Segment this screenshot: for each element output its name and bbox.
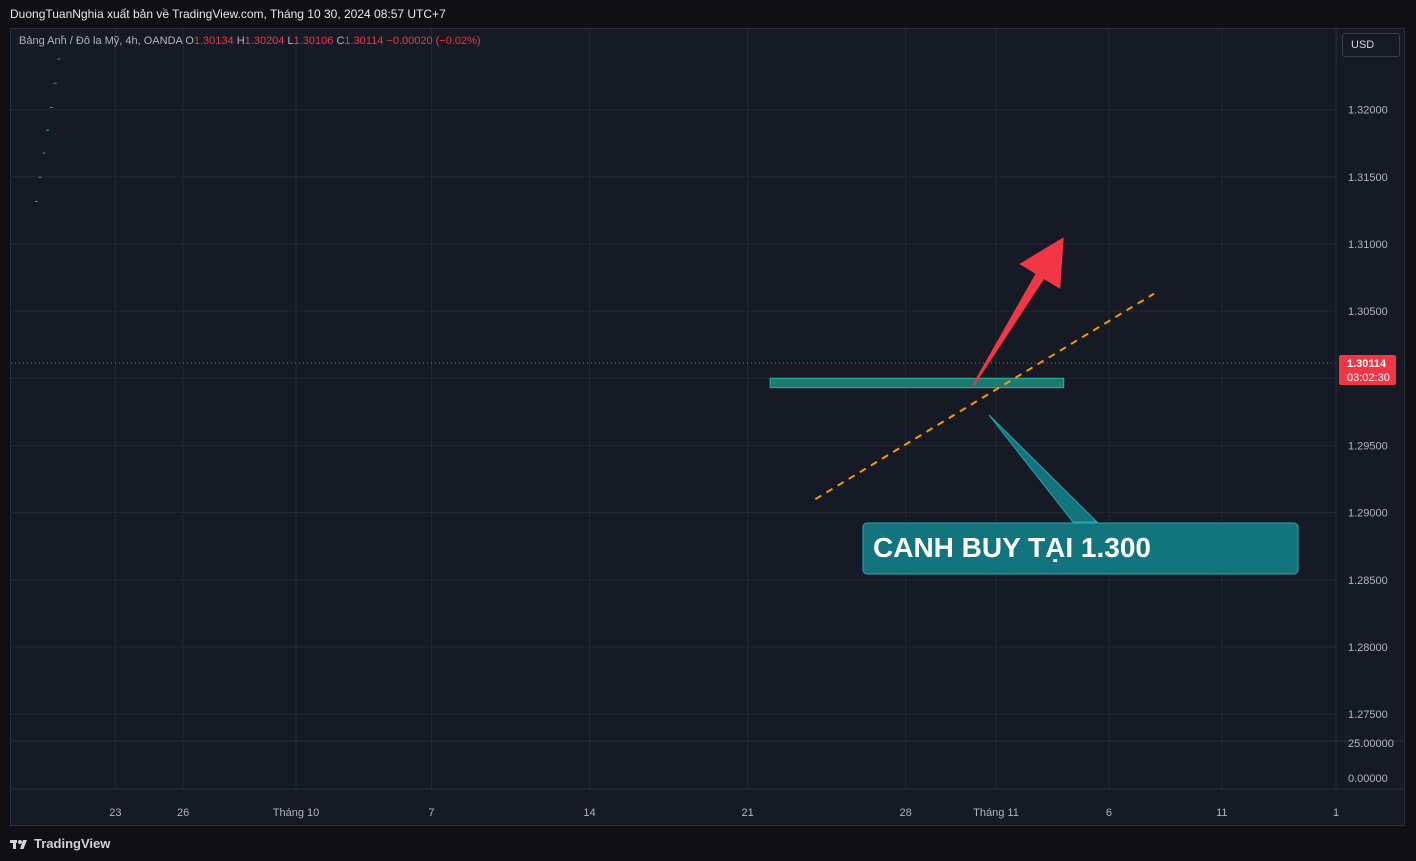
low-value: 1.30106 [293,35,334,47]
y-tick-label: 1.28500 [1348,575,1388,587]
candle-body [57,58,61,60]
x-tick-label: 11 [1216,807,1227,819]
candle-body [38,176,42,178]
y-tick-label: 1.31000 [1348,239,1388,251]
tradingview-label: TradingView [34,836,111,851]
candle-body [61,35,65,37]
y-tick-label: 1.32000 [1348,105,1388,117]
x-tick-label: 23 [109,807,121,819]
x-tick-label: Tháng 11 [973,807,1019,819]
y-tick-label: 1.29500 [1348,440,1388,452]
candle [61,35,65,37]
price-badge-countdown: 03:02:30 [1347,372,1390,384]
x-tick-label: 21 [741,807,753,819]
up-arrow [972,237,1064,386]
candle-body [34,200,38,202]
tradingview-logo-icon [10,839,27,849]
candle-body [49,106,53,108]
x-tick-label: 7 [428,807,434,819]
candle [57,58,61,60]
low-label: L [287,35,294,47]
publish-header: DuongTuanNghia xuất bản về TradingView.c… [0,0,1416,28]
change-value: −0.00020 (−0.02%) [386,35,481,47]
close-label: C [336,35,345,47]
x-tick-label: 28 [900,807,912,819]
publish-info: DuongTuanNghia xuất bản về TradingView.c… [10,7,446,21]
callout-pointer [988,414,1099,523]
drawings: CANH BUY TẠI 1.300 [11,237,1336,575]
close-value: 1.30114 [344,35,384,47]
high-label: H [236,35,245,47]
price-badge [1339,354,1396,385]
trendline [814,292,1155,501]
ohlc-legend: Bảng Anh / Đô la Mỹ, 4h, OANDA O1.30134 … [19,35,481,47]
candle-body [53,82,57,84]
price-badge-price: 1.30114 [1347,358,1387,370]
symbol-label[interactable]: Bảng Anh / Đô la Mỹ, 4h, OANDA [19,35,183,47]
candle-body [46,129,50,131]
x-tick-label: 26 [177,807,189,819]
currency-button[interactable]: USD [1342,33,1400,57]
open-label: O [185,35,194,47]
y-tick-label: 1.27500 [1348,709,1388,721]
callout-text: CANH BUY TẠI 1.300 [873,532,1151,563]
high-value: 1.30204 [244,35,285,47]
candle [49,106,53,108]
candle [46,129,50,131]
candle [53,82,57,84]
chart-area[interactable]: CANH BUY TẠI 1.300 1.32000 1.31500 1.31000… [10,28,1405,826]
price-chart[interactable]: CANH BUY TẠI 1.300 1.32000 1.31500 1.31000… [11,29,1405,826]
candle [34,200,38,202]
indicator-tick-label: 0.00000 [1348,773,1388,785]
axes: 1.320001.315001.310001.305001.300001.295… [11,29,1404,819]
y-tick-label: 1.31500 [1348,172,1388,184]
open-value: 1.30134 [193,35,234,47]
x-tick-label: 1 [1333,807,1339,819]
x-tick-label: 6 [1106,807,1112,819]
buy-zone [769,377,1065,389]
candle [38,176,42,178]
grid-lines [11,29,1337,789]
x-tick-label: 14 [583,807,595,819]
candle [42,152,46,154]
y-tick-label: 1.30500 [1348,306,1388,318]
y-tick-label: 1.29000 [1348,508,1388,520]
tradingview-brand[interactable]: TradingView [10,836,110,851]
indicator-tick-label: 25.00000 [1348,738,1394,750]
footer: TradingView [0,826,1416,861]
callout-box [862,522,1299,575]
y-tick-label: 1.28000 [1348,642,1388,654]
candle-body [42,152,46,154]
x-tick-label: Tháng 10 [273,807,319,819]
candles [34,35,65,202]
